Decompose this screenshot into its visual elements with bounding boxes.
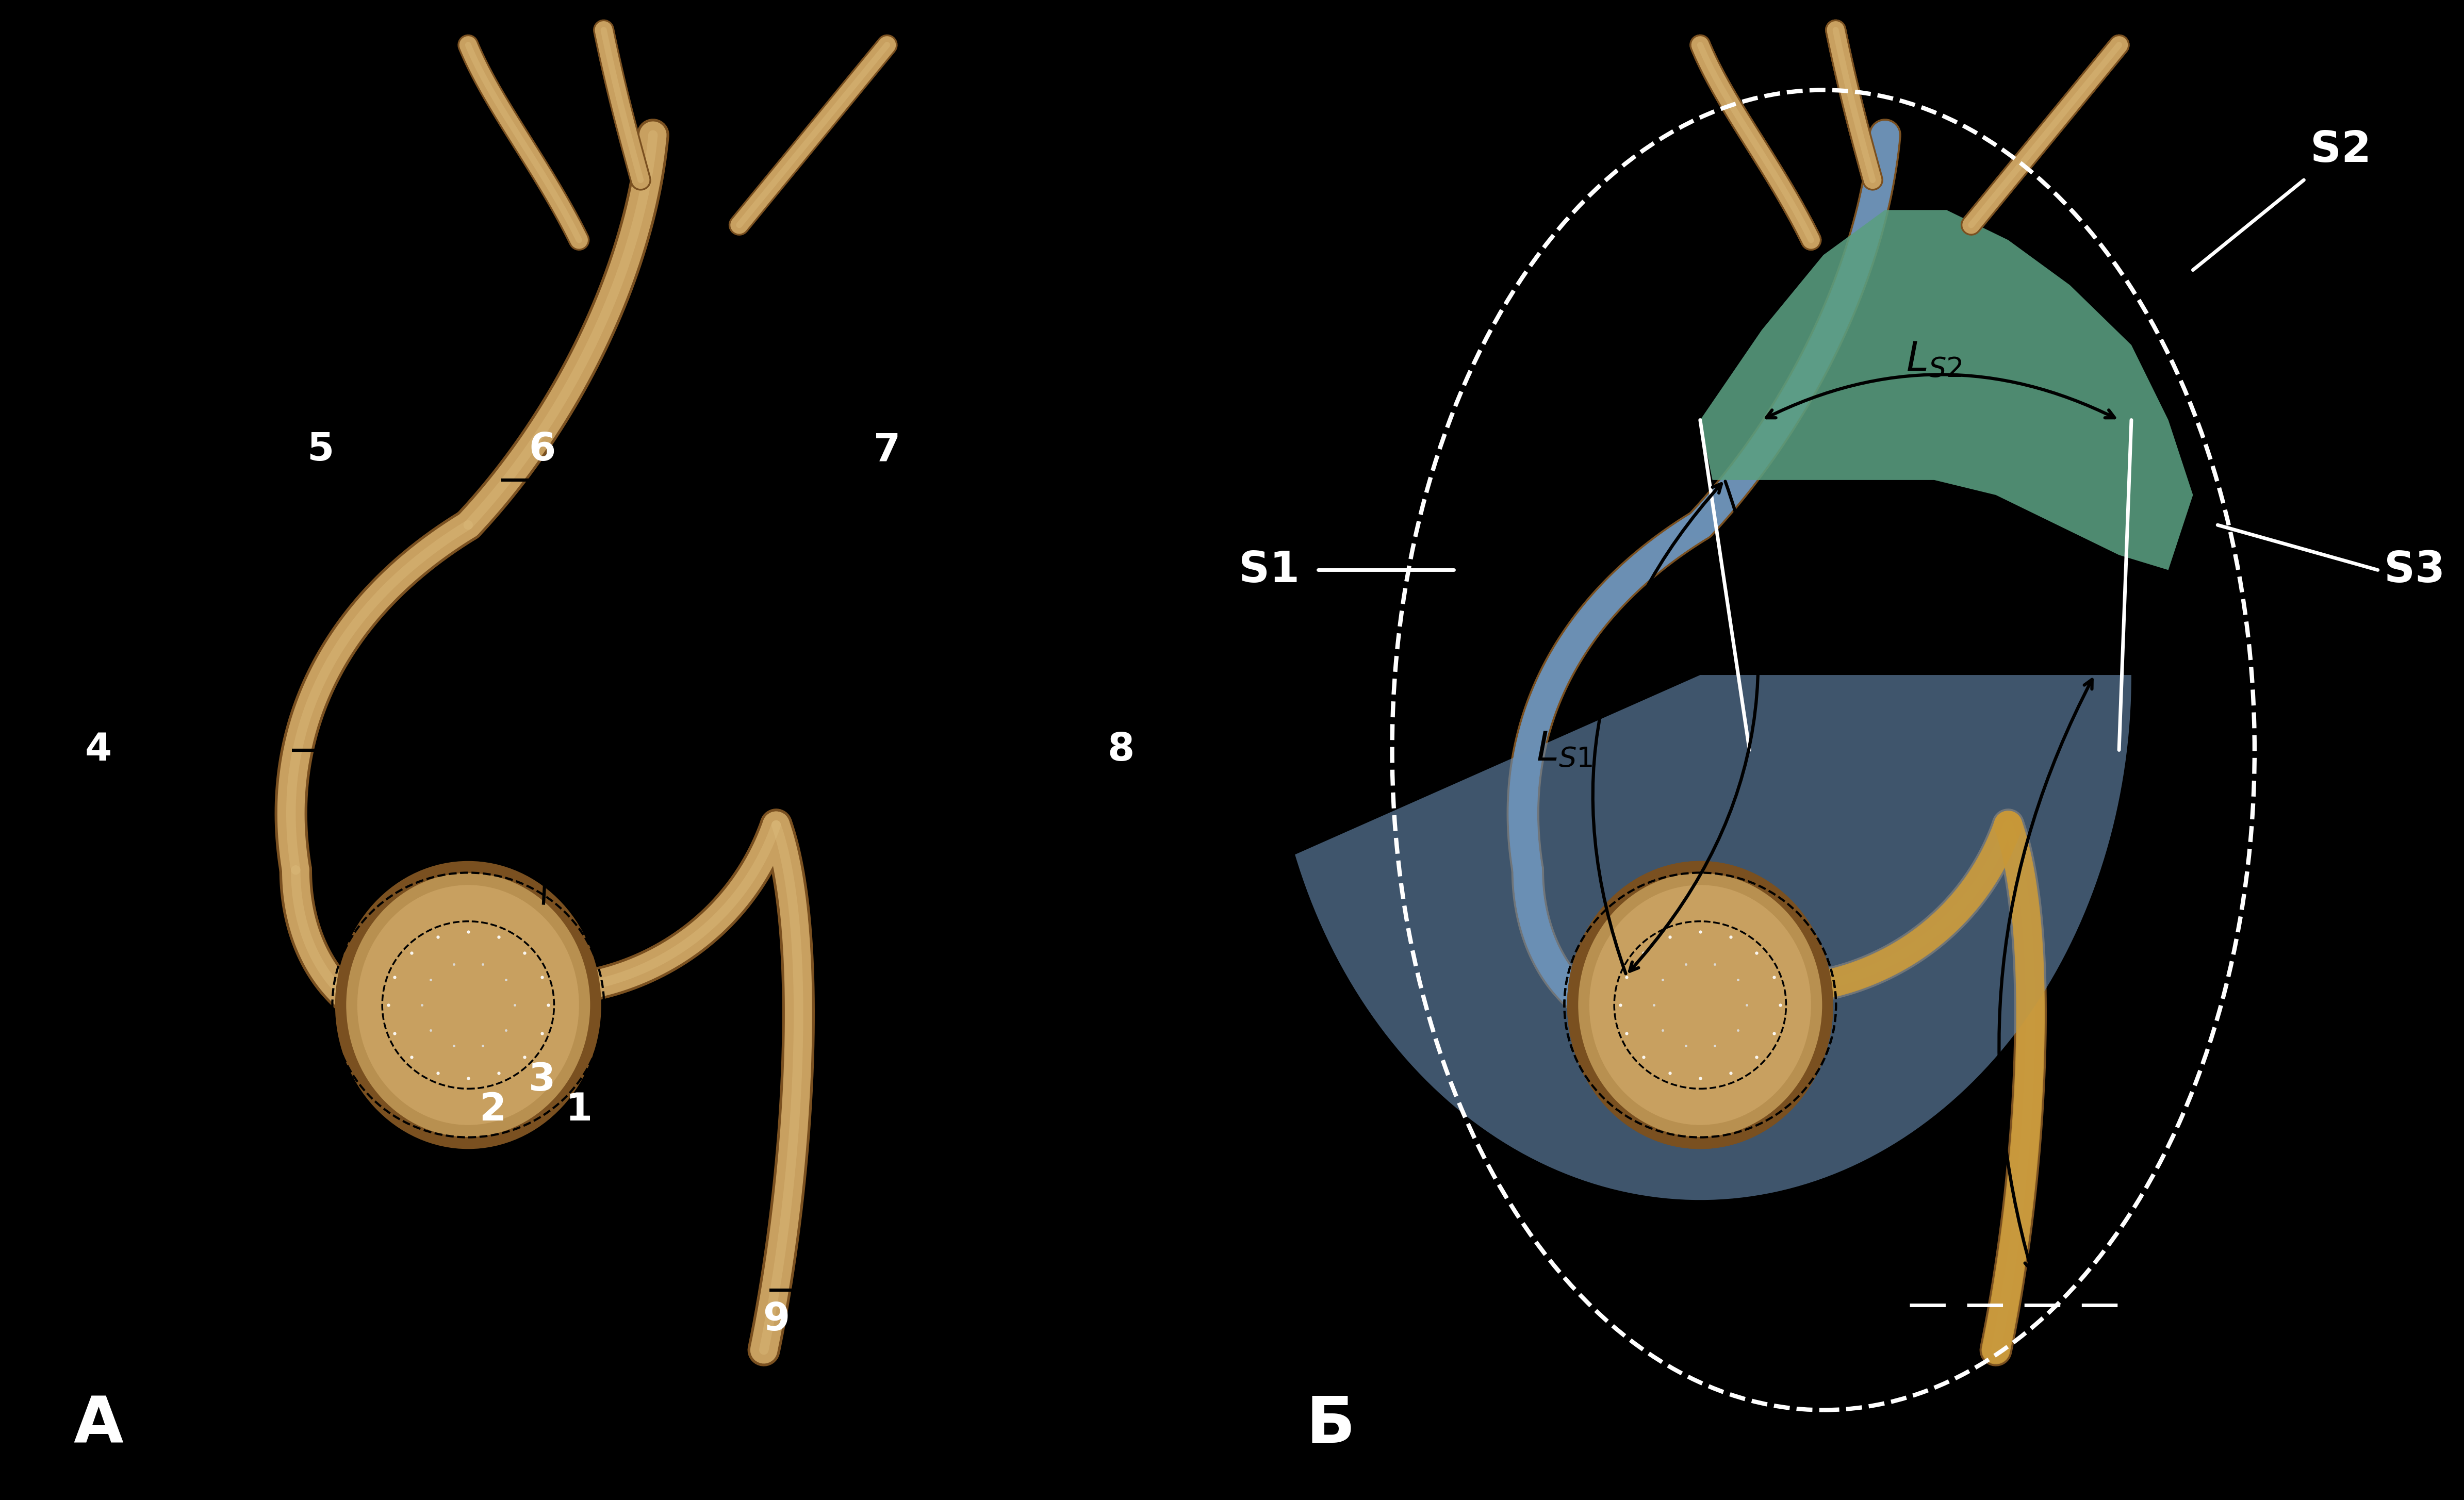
Polygon shape <box>1700 210 2193 570</box>
Text: 7: 7 <box>875 430 899 470</box>
Text: 3: 3 <box>530 1060 554 1100</box>
Ellipse shape <box>1589 885 1811 1125</box>
Text: 4: 4 <box>86 730 111 770</box>
Ellipse shape <box>1579 873 1823 1137</box>
Ellipse shape <box>1567 861 1833 1149</box>
Text: 8: 8 <box>1109 730 1133 770</box>
Text: S1: S1 <box>1239 549 1299 591</box>
Ellipse shape <box>1567 861 1833 1149</box>
Text: S3: S3 <box>2385 549 2444 591</box>
Ellipse shape <box>1589 885 1811 1125</box>
Text: 1: 1 <box>567 1090 591 1130</box>
Text: 9: 9 <box>764 1301 788 1340</box>
Ellipse shape <box>357 885 579 1125</box>
Ellipse shape <box>345 873 591 1137</box>
Text: 2: 2 <box>480 1090 505 1130</box>
Ellipse shape <box>335 861 601 1149</box>
Text: $L_{S2}$: $L_{S2}$ <box>1907 341 1961 380</box>
Text: $L_{S1}$: $L_{S1}$ <box>1538 730 1592 770</box>
Ellipse shape <box>1579 873 1823 1137</box>
Text: 5: 5 <box>308 430 333 470</box>
Wedge shape <box>1296 675 2131 1200</box>
Text: А: А <box>74 1394 123 1457</box>
Text: S2: S2 <box>2311 129 2370 171</box>
Text: 6: 6 <box>530 430 554 470</box>
Text: Б: Б <box>1306 1394 1355 1457</box>
Text: $L_{S3}$: $L_{S3}$ <box>2139 956 2198 995</box>
